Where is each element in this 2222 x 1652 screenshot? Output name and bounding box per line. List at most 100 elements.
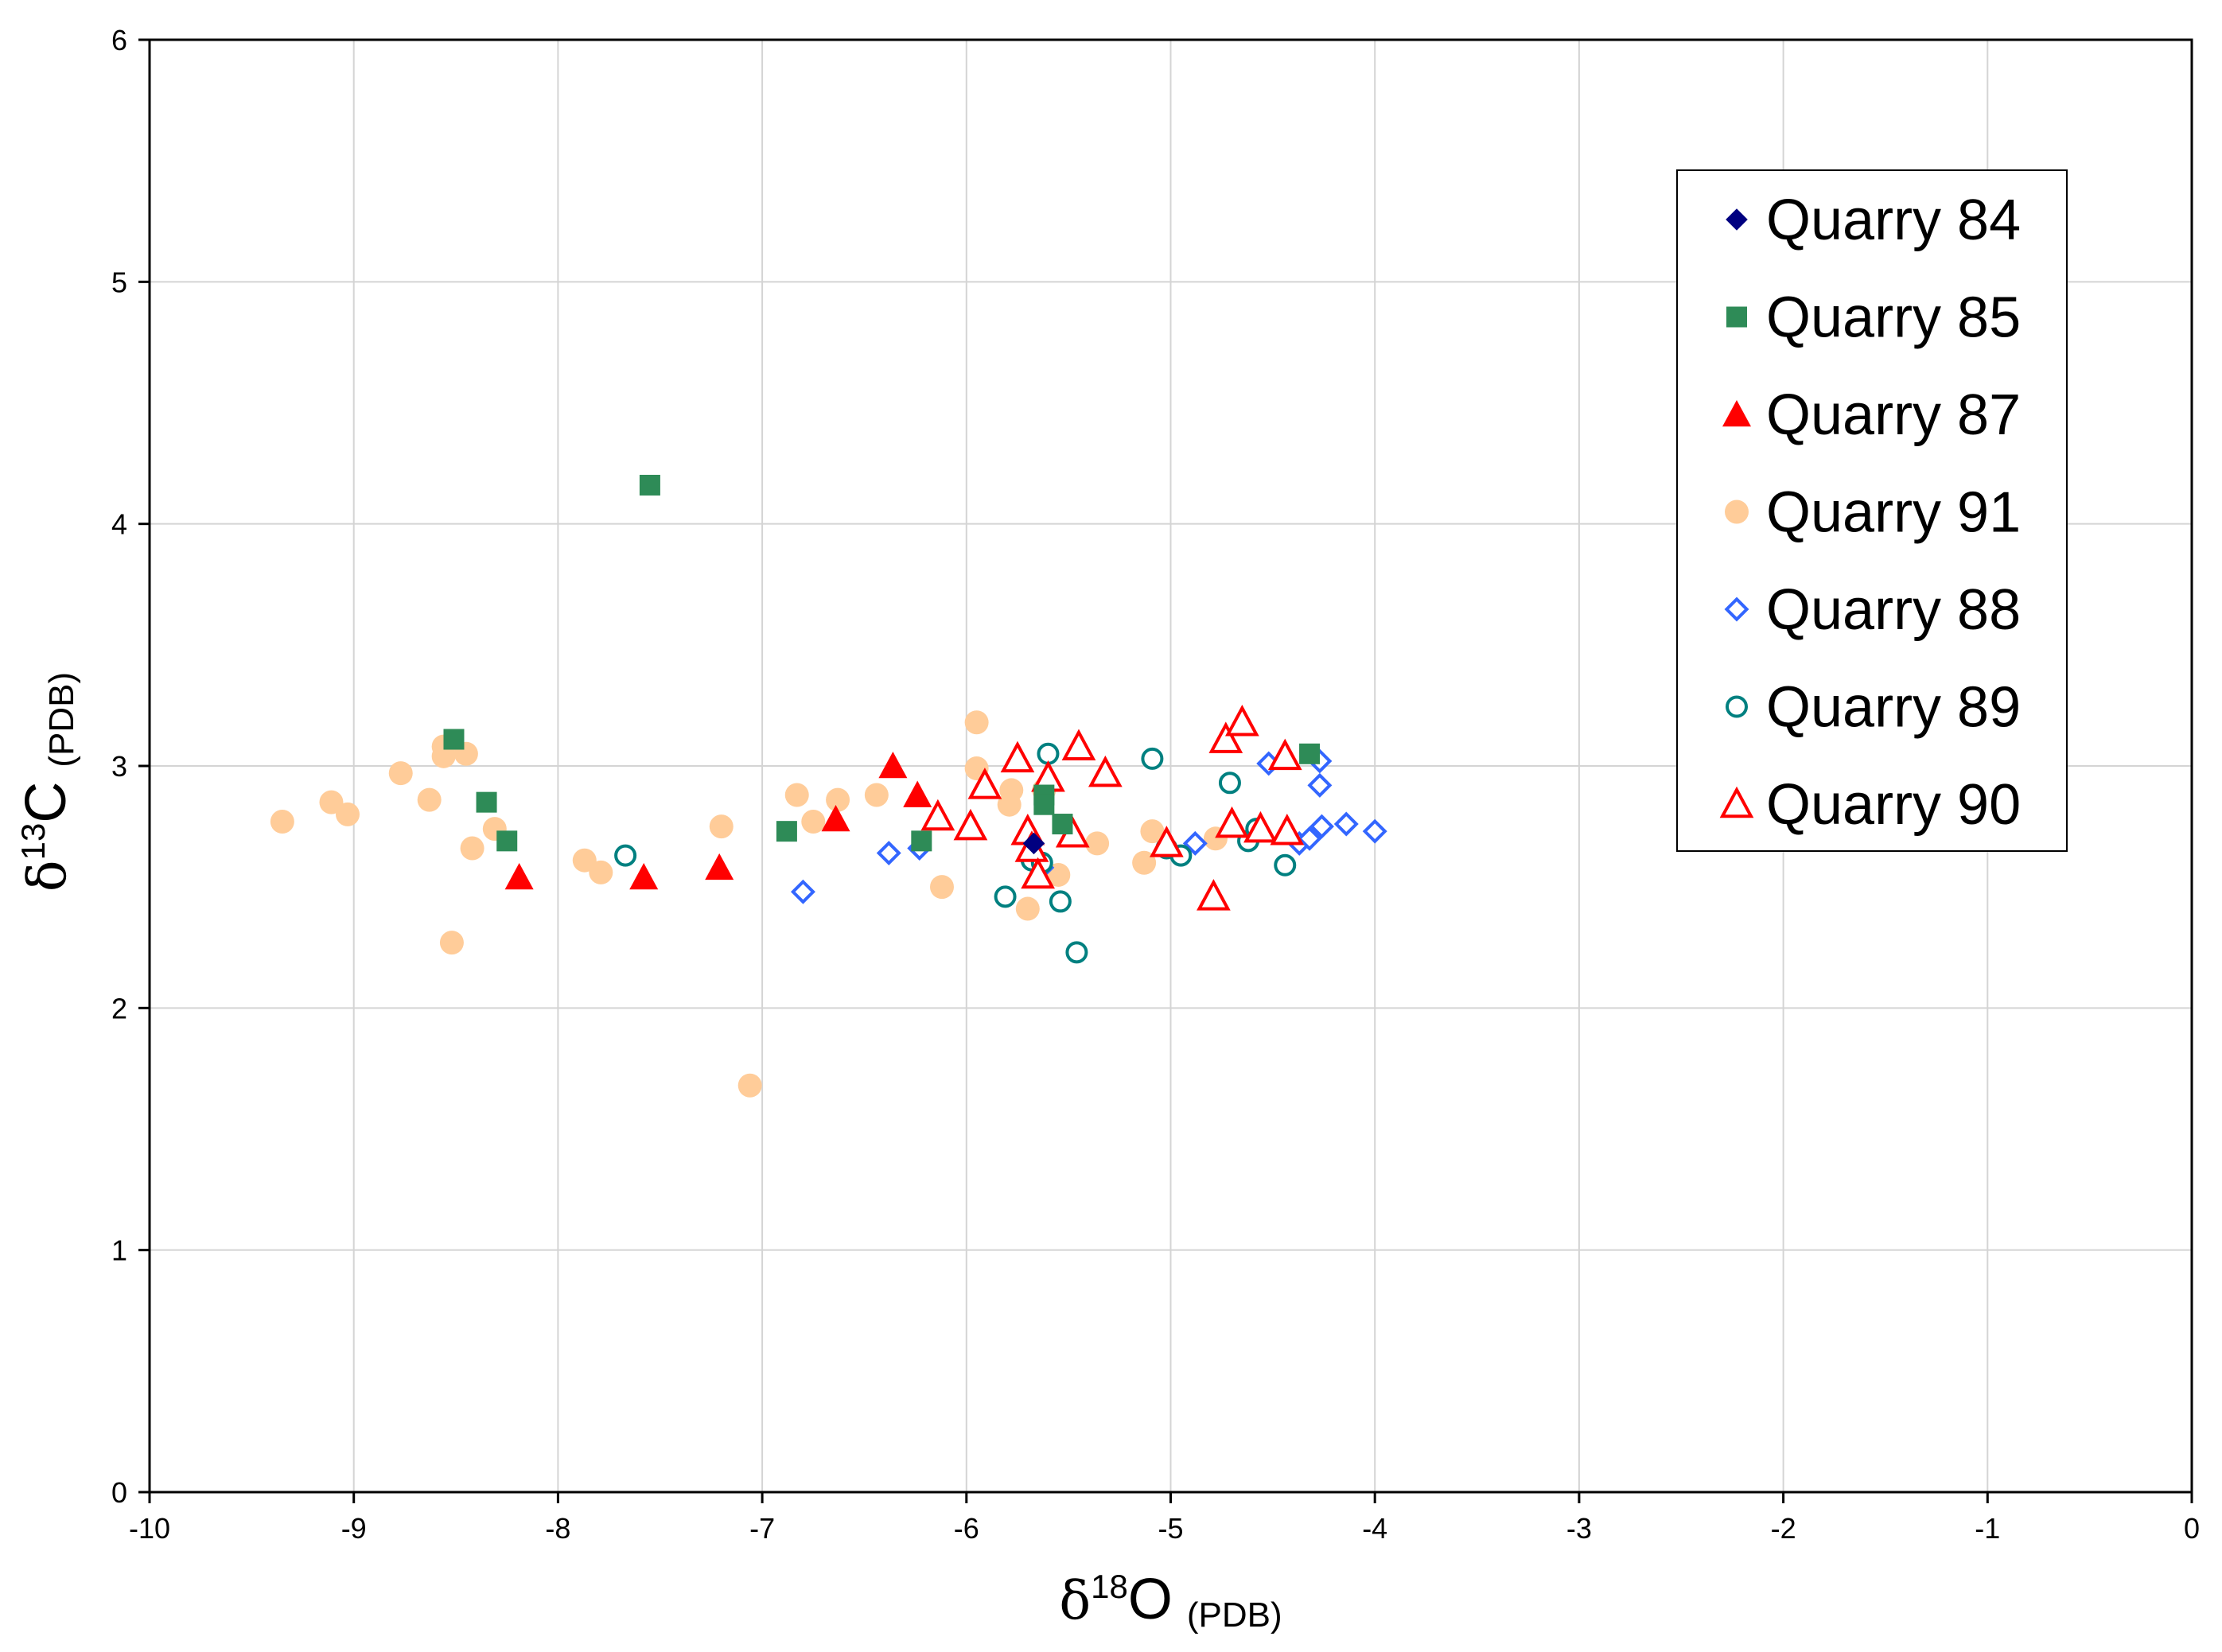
data-point-quarry-91 [709,814,734,839]
data-point-quarry-91 [1140,819,1165,844]
data-point-quarry-88 [790,879,815,904]
data-point-quarry-89 [1141,747,1164,770]
data-point-quarry-91 [388,761,413,786]
legend-item-quarry-84: Quarry 84 [1726,189,2021,252]
legend-item-quarry-87: Quarry 87 [1722,383,2021,447]
x-axis-title-superscript: 18 [1091,1568,1128,1605]
legend-marker-quarry-89 [1726,695,1748,718]
data-point-quarry-88 [1307,772,1333,798]
data-point-quarry-91 [784,783,809,807]
y-axis-title-superscript: 13 [14,823,52,861]
data-point-quarry-85 [1299,743,1321,764]
data-point-quarry-89 [1065,941,1088,964]
data-point-quarry-88 [1297,826,1322,851]
legend-item-quarry-91: Quarry 91 [1725,481,2021,545]
data-point-quarry-91 [589,860,613,884]
series-quarry-87 [504,752,932,890]
data-point-quarry-90 [1267,738,1302,771]
legend-marker-quarry-90 [1719,786,1754,818]
y-tick-label: 5 [111,266,127,298]
data-point-quarry-91 [929,875,954,900]
y-axis-title-subscript: (PDB) [42,672,81,768]
legend-marker-quarry-84 [1726,208,1748,231]
legend-label-quarry-88: Quarry 88 [1766,578,2021,642]
legend-items: Quarry 84 Quarry 85 Quarry 87 Quarry 91 Quar… [1719,189,2021,837]
data-point-quarry-88 [1362,818,1387,844]
y-tick-label: 2 [111,992,127,1024]
data-point-quarry-91 [737,1073,762,1098]
data-points [270,474,1387,1098]
x-tick-label: -7 [749,1512,775,1545]
data-point-quarry-90 [1197,879,1231,911]
legend-marker-quarry-88 [1724,597,1749,622]
data-point-quarry-89 [1049,890,1072,913]
legend-marker-quarry-85 [1726,306,1747,328]
x-tick-label: -8 [545,1512,570,1545]
legend-item-quarry-90: Quarry 90 [1719,773,2021,837]
series-quarry-85 [443,474,1321,852]
data-point-quarry-91 [460,836,484,861]
data-point-quarry-90 [1208,721,1243,753]
x-tick-label: -10 [129,1512,170,1545]
data-point-quarry-85 [1033,794,1055,815]
data-point-quarry-91 [997,792,1021,817]
series-quarry-84 [1022,832,1045,855]
data-point-quarry-91 [319,790,344,814]
legend-item-quarry-88: Quarry 88 [1724,578,2021,642]
data-point-quarry-88 [1309,814,1334,839]
data-point-quarry-90 [1215,806,1249,838]
data-point-quarry-88 [1333,811,1359,837]
x-tick-label: 0 [2184,1512,2200,1545]
data-point-quarry-90 [1150,826,1184,857]
data-point-quarry-91 [1015,896,1040,921]
data-point-quarry-85 [639,474,660,496]
x-axis-title: δ18O (PDB) [1059,1568,1282,1635]
y-tick-label: 6 [111,24,127,56]
y-tick-label: 4 [111,508,127,541]
data-point-quarry-90 [953,808,988,841]
data-point-quarry-91 [431,744,456,768]
x-tick-label: -1 [1975,1512,2000,1545]
data-point-quarry-84 [1022,832,1045,855]
data-point-quarry-88 [876,841,901,866]
x-tick-label: -9 [341,1512,367,1545]
y-axis-title: δ13C (PDB) [14,672,81,892]
y-tick-label: 0 [111,1476,127,1509]
data-point-quarry-90 [1270,813,1305,845]
legend-label-quarry-84: Quarry 84 [1766,189,2021,252]
legend-label-quarry-91: Quarry 91 [1766,481,2021,545]
legend-label-quarry-89: Quarry 89 [1766,676,2021,740]
data-point-quarry-90 [920,799,955,831]
data-point-quarry-85 [496,830,518,852]
data-point-quarry-85 [443,729,465,750]
x-tick-label: -5 [1158,1512,1183,1545]
x-tick-label: -6 [954,1512,979,1545]
data-point-quarry-87 [504,862,534,890]
data-point-quarry-91 [826,787,850,812]
legend: Quarry 84 Quarry 85 Quarry 87 Quarry 91 Quar… [1676,169,2068,852]
legend-label-quarry-85: Quarry 85 [1766,286,2021,350]
data-point-quarry-91 [417,787,442,812]
legend-item-quarry-89: Quarry 89 [1726,676,2021,740]
x-axis-title-element: O [1128,1568,1173,1631]
data-point-quarry-90 [1061,729,1096,760]
data-point-quarry-91 [1085,831,1110,856]
data-point-quarry-90 [1088,755,1123,787]
data-point-quarry-87 [629,862,659,890]
x-tick-label: -4 [1362,1512,1387,1545]
data-point-quarry-91 [864,783,889,807]
data-point-quarry-91 [439,931,464,955]
data-point-quarry-88 [1182,830,1208,856]
data-point-quarry-85 [1052,814,1073,835]
data-point-quarry-91 [572,848,597,873]
data-point-quarry-90 [967,768,1002,799]
data-point-quarry-91 [801,809,826,834]
y-axis-title-symbol: δ [17,860,78,892]
data-point-quarry-87 [878,752,908,779]
legend-label-quarry-87: Quarry 87 [1766,383,2021,447]
y-axis-title-element: C [14,782,78,823]
data-point-quarry-91 [270,809,294,834]
data-point-quarry-91 [964,710,989,735]
